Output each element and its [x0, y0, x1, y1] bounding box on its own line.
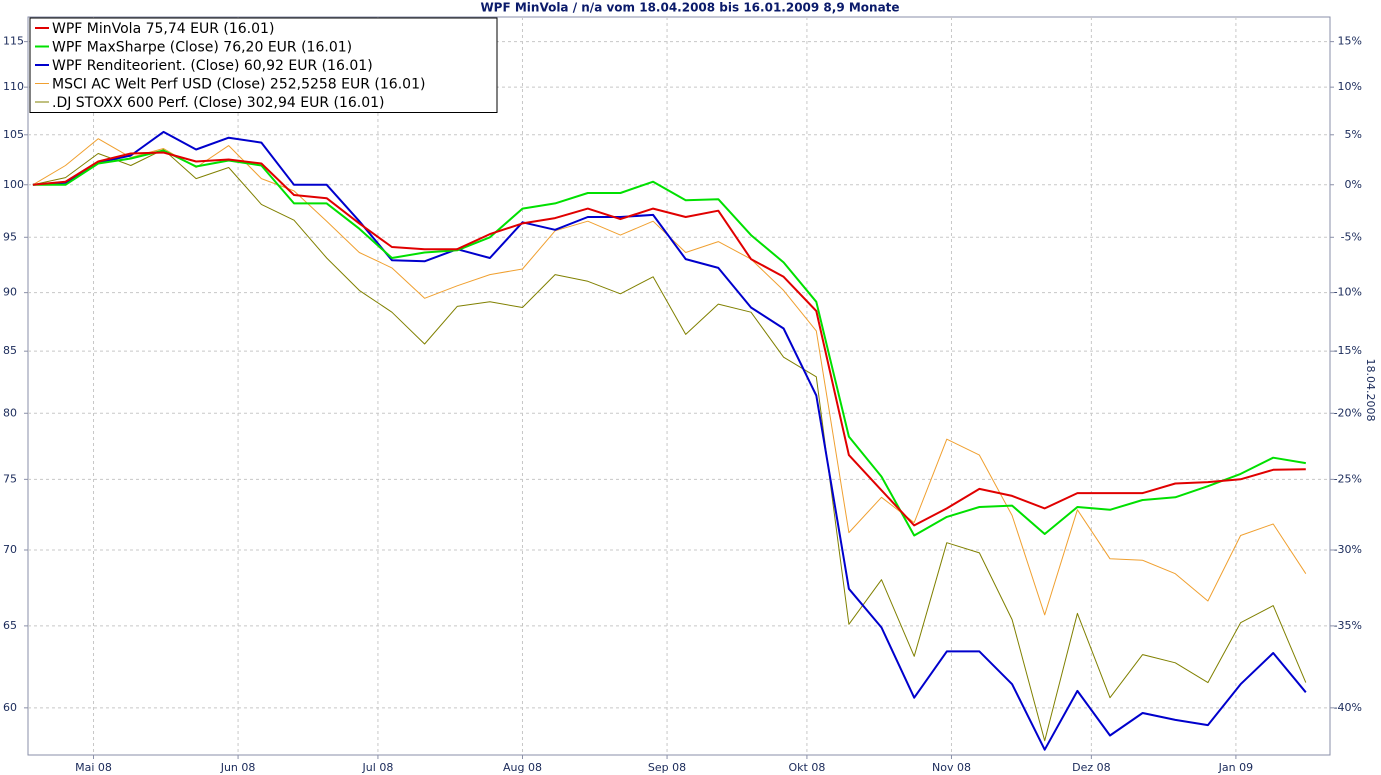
y-tick-label: 115: [3, 35, 24, 48]
series-line: [32, 149, 1306, 537]
legend-label: WPF Renditeorient. (Close) 60,92 EUR (16…: [52, 58, 373, 74]
x-tick-label: Mai 08: [75, 761, 112, 774]
chart-title: WPF MinVola / n/a vom 18.04.2008 bis 16.…: [480, 1, 899, 15]
y2-tick-label: -35%: [1334, 619, 1362, 632]
x-tick-label: Dez 08: [1072, 761, 1111, 774]
y-tick-label: 100: [3, 178, 24, 191]
plot-area: [27, 16, 1331, 756]
y-tick-label: 80: [3, 406, 17, 419]
x-tick-label: Okt 08: [788, 761, 825, 774]
y2-tick-label: -10%: [1334, 286, 1362, 299]
y-tick-label: 95: [3, 230, 17, 243]
legend-label: WPF MaxSharpe (Close) 76,20 EUR (16.01): [52, 40, 352, 56]
y-tick-label: 65: [3, 619, 17, 632]
y-tick-label: 85: [3, 344, 17, 357]
x-tick-label: Jul 08: [362, 761, 394, 774]
x-tick-label: Jun 08: [220, 761, 256, 774]
y2-tick-label: -15%: [1334, 344, 1362, 357]
y-tick-label: 105: [3, 128, 24, 141]
y2-tick-label: -40%: [1334, 701, 1362, 714]
series-line: [32, 130, 1307, 751]
series-line: [32, 149, 1307, 742]
x-tick-label: Aug 08: [503, 761, 542, 774]
y2-tick-label: -20%: [1334, 406, 1362, 419]
y-tick-label: 90: [3, 286, 17, 299]
y-tick-label: 110: [3, 80, 24, 93]
y2-tick-label: 5%: [1345, 128, 1362, 141]
y2-tick-label: -25%: [1334, 472, 1362, 485]
y2-tick-label: 0%: [1345, 178, 1362, 191]
y2-tick-label: 15%: [1338, 35, 1362, 48]
y-tick-label: 70: [3, 543, 17, 556]
y-tick-label: 75: [3, 472, 17, 485]
y2-tick-label: 10%: [1338, 80, 1362, 93]
x-tick-label: Sep 08: [648, 761, 686, 774]
legend-label: MSCI AC Welt Perf USD (Close) 252,5258 E…: [52, 77, 425, 93]
y-tick-label: 60: [3, 701, 17, 714]
legend: WPF MinVola 75,74 EUR (16.01) WPF MaxShar…: [29, 17, 498, 113]
legend-label: .DJ STOXX 600 Perf. (Close) 302,94 EUR (…: [52, 95, 385, 111]
x-tick-label: Jan 09: [1218, 761, 1253, 774]
y2-axis-label: 18.04.2008: [1364, 359, 1377, 422]
x-tick-label: Nov 08: [932, 761, 971, 774]
legend-box: [29, 17, 498, 113]
series-line: [32, 151, 1306, 527]
y2-tick-label: -5%: [1341, 230, 1362, 243]
y2-tick-label: -30%: [1334, 543, 1362, 556]
legend-label: WPF MinVola 75,74 EUR (16.01): [52, 21, 274, 37]
